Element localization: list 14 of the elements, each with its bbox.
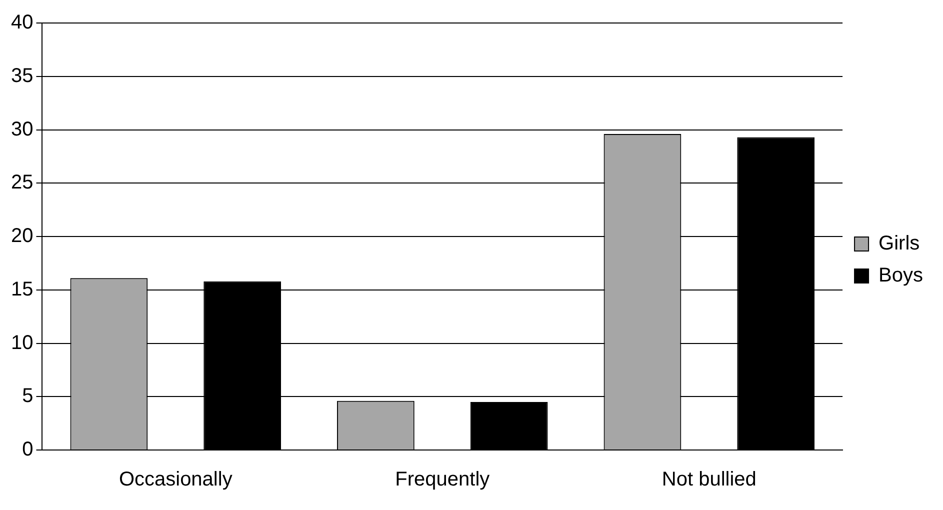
legend-label: Girls <box>878 232 920 255</box>
x-tick-label: Not bullied <box>662 468 756 491</box>
y-tick-label: 5 <box>22 385 34 408</box>
x-tick-label: Frequently <box>395 468 490 491</box>
y-tick-label: 15 <box>10 278 34 300</box>
y-tick-label: 10 <box>10 332 34 354</box>
y-tick-label: 30 <box>10 118 34 140</box>
y-tick-label: 25 <box>10 172 34 194</box>
y-tick-label: 0 <box>22 438 34 461</box>
x-tick-label: Occasionally <box>118 468 232 491</box>
y-tick-label: 40 <box>10 12 34 34</box>
y-tick-label: 35 <box>10 64 34 87</box>
legend-label: Boys <box>878 264 924 287</box>
y-tick-label: 20 <box>10 225 34 248</box>
